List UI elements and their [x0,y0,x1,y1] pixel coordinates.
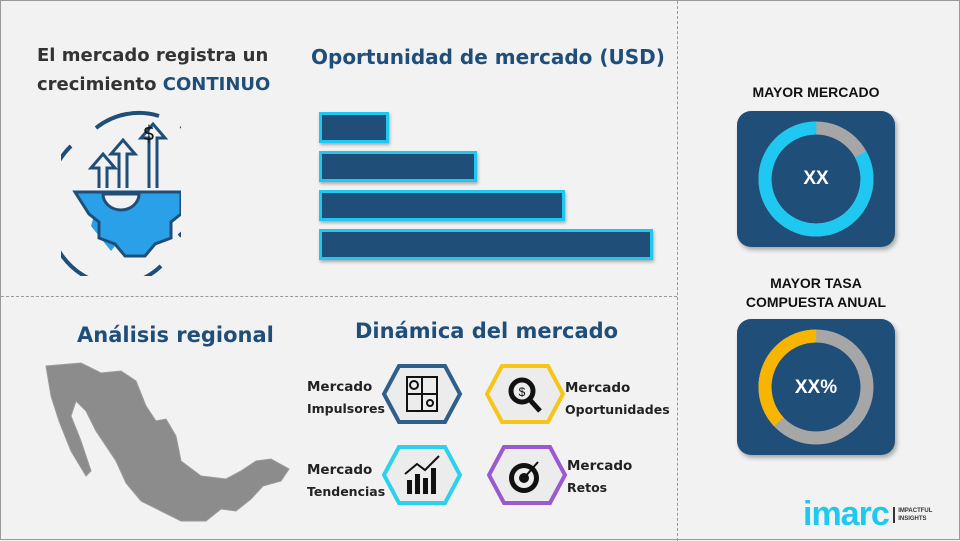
largest-market-label: MAYOR MERCADO [752,84,880,100]
cagr-donut [758,329,874,445]
horizontal-divider [1,296,677,297]
largest-market-card: XX [737,111,895,247]
dynamics-trends-label: Mercado Tendencias [307,462,386,499]
opportunities-hexagon: $ [484,364,566,424]
vertical-divider [677,1,678,541]
largest-market-donut [758,121,874,237]
mexico-map [45,362,290,522]
chart-growth-icon [404,455,440,494]
opportunity-title: Oportunidad de mercado (USD) [311,45,665,69]
drivers-hexagon [381,364,463,424]
challenges-hexagon [486,445,568,505]
dynamics-title: Dinámica del mercado [355,319,619,343]
regional-title: Análisis regional [77,323,274,347]
cagr-value: XX% [794,377,838,398]
opportunity-bar [319,190,566,221]
opportunity-bar [319,229,653,260]
cagr-label: MAYOR TASA COMPUESTA ANUAL [745,275,887,310]
dynamics-opportunities-label: Mercado Oportunidades [565,380,670,417]
dynamics-drivers-label: Mercado Impulsores [307,379,385,416]
trends-hexagon [381,445,463,505]
growth-heading: El mercado registra un crecimiento CONTI… [37,45,271,95]
svg-text:$: $ [519,385,526,399]
dynamics-challenges-label: Mercado Retos [567,458,633,495]
target-icon [509,461,539,493]
donut-value-arc [758,121,874,237]
donut-value-arc [758,329,874,445]
magnifier-dollar-icon: $ [508,377,542,413]
imarc-logo: imarc IMPACTFUL INSIGHTS [803,495,933,533]
largest-market-value: XX [803,168,829,189]
puzzle-icon [406,376,438,412]
opportunity-bar [319,112,390,143]
gear-growth-dollar-icon: $ [61,110,181,276]
cagr-card: XX% [737,319,895,455]
svg-text:$: $ [143,121,156,145]
opportunity-bar [319,151,478,182]
